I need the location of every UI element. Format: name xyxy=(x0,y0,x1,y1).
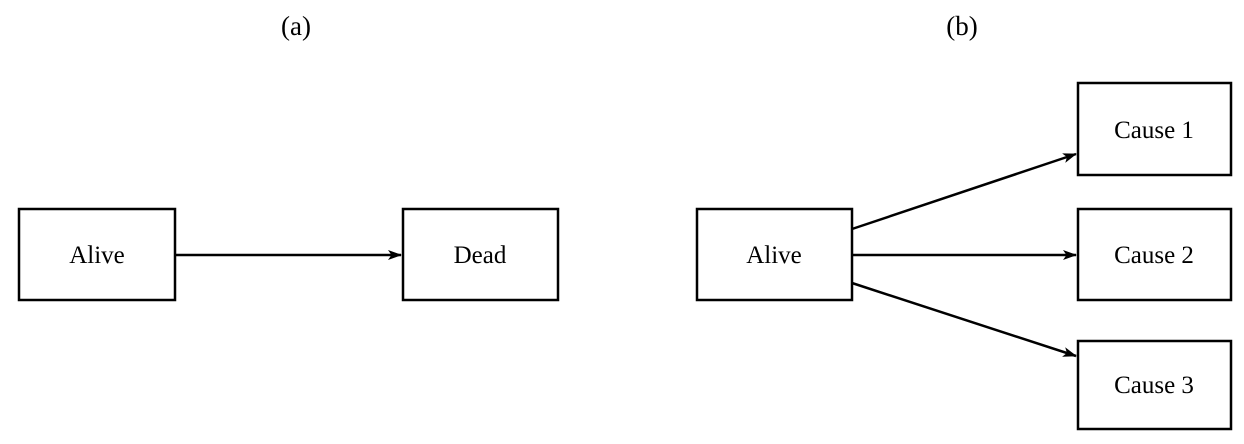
node-cause-3-label: Cause 3 xyxy=(1114,372,1194,399)
node-cause-3-box xyxy=(1076,339,1233,431)
node-cause-2: Cause 2 xyxy=(1076,207,1233,302)
node-alive-b-label: Alive xyxy=(746,242,802,269)
node-cause-1: Cause 1 xyxy=(1076,81,1233,177)
edge-alive-to-cause-1 xyxy=(851,152,1077,231)
node-dead-label: Dead xyxy=(454,242,507,269)
node-cause-2-box xyxy=(1076,207,1233,302)
edge-alive-to-cause-3 xyxy=(851,281,1077,358)
panel-a: (a) Alive Dead xyxy=(17,11,560,302)
panel-b: (b) Alive Cause 1 Cause 2 Cause 3 xyxy=(695,11,1233,431)
node-alive-a-box xyxy=(17,207,177,302)
panel-b-label: (b) xyxy=(946,11,977,41)
node-cause-3: Cause 3 xyxy=(1076,339,1233,431)
node-alive-a-label: Alive xyxy=(69,242,125,269)
node-alive-b: Alive xyxy=(695,207,854,302)
node-cause-1-box xyxy=(1076,81,1233,177)
node-cause-1-label: Cause 1 xyxy=(1114,117,1194,144)
node-dead: Dead xyxy=(401,207,560,302)
node-alive-a: Alive xyxy=(17,207,177,302)
node-cause-2-label: Cause 2 xyxy=(1114,242,1194,269)
panel-a-label: (a) xyxy=(281,11,311,41)
node-dead-box xyxy=(401,207,560,302)
node-alive-b-box xyxy=(695,207,854,302)
